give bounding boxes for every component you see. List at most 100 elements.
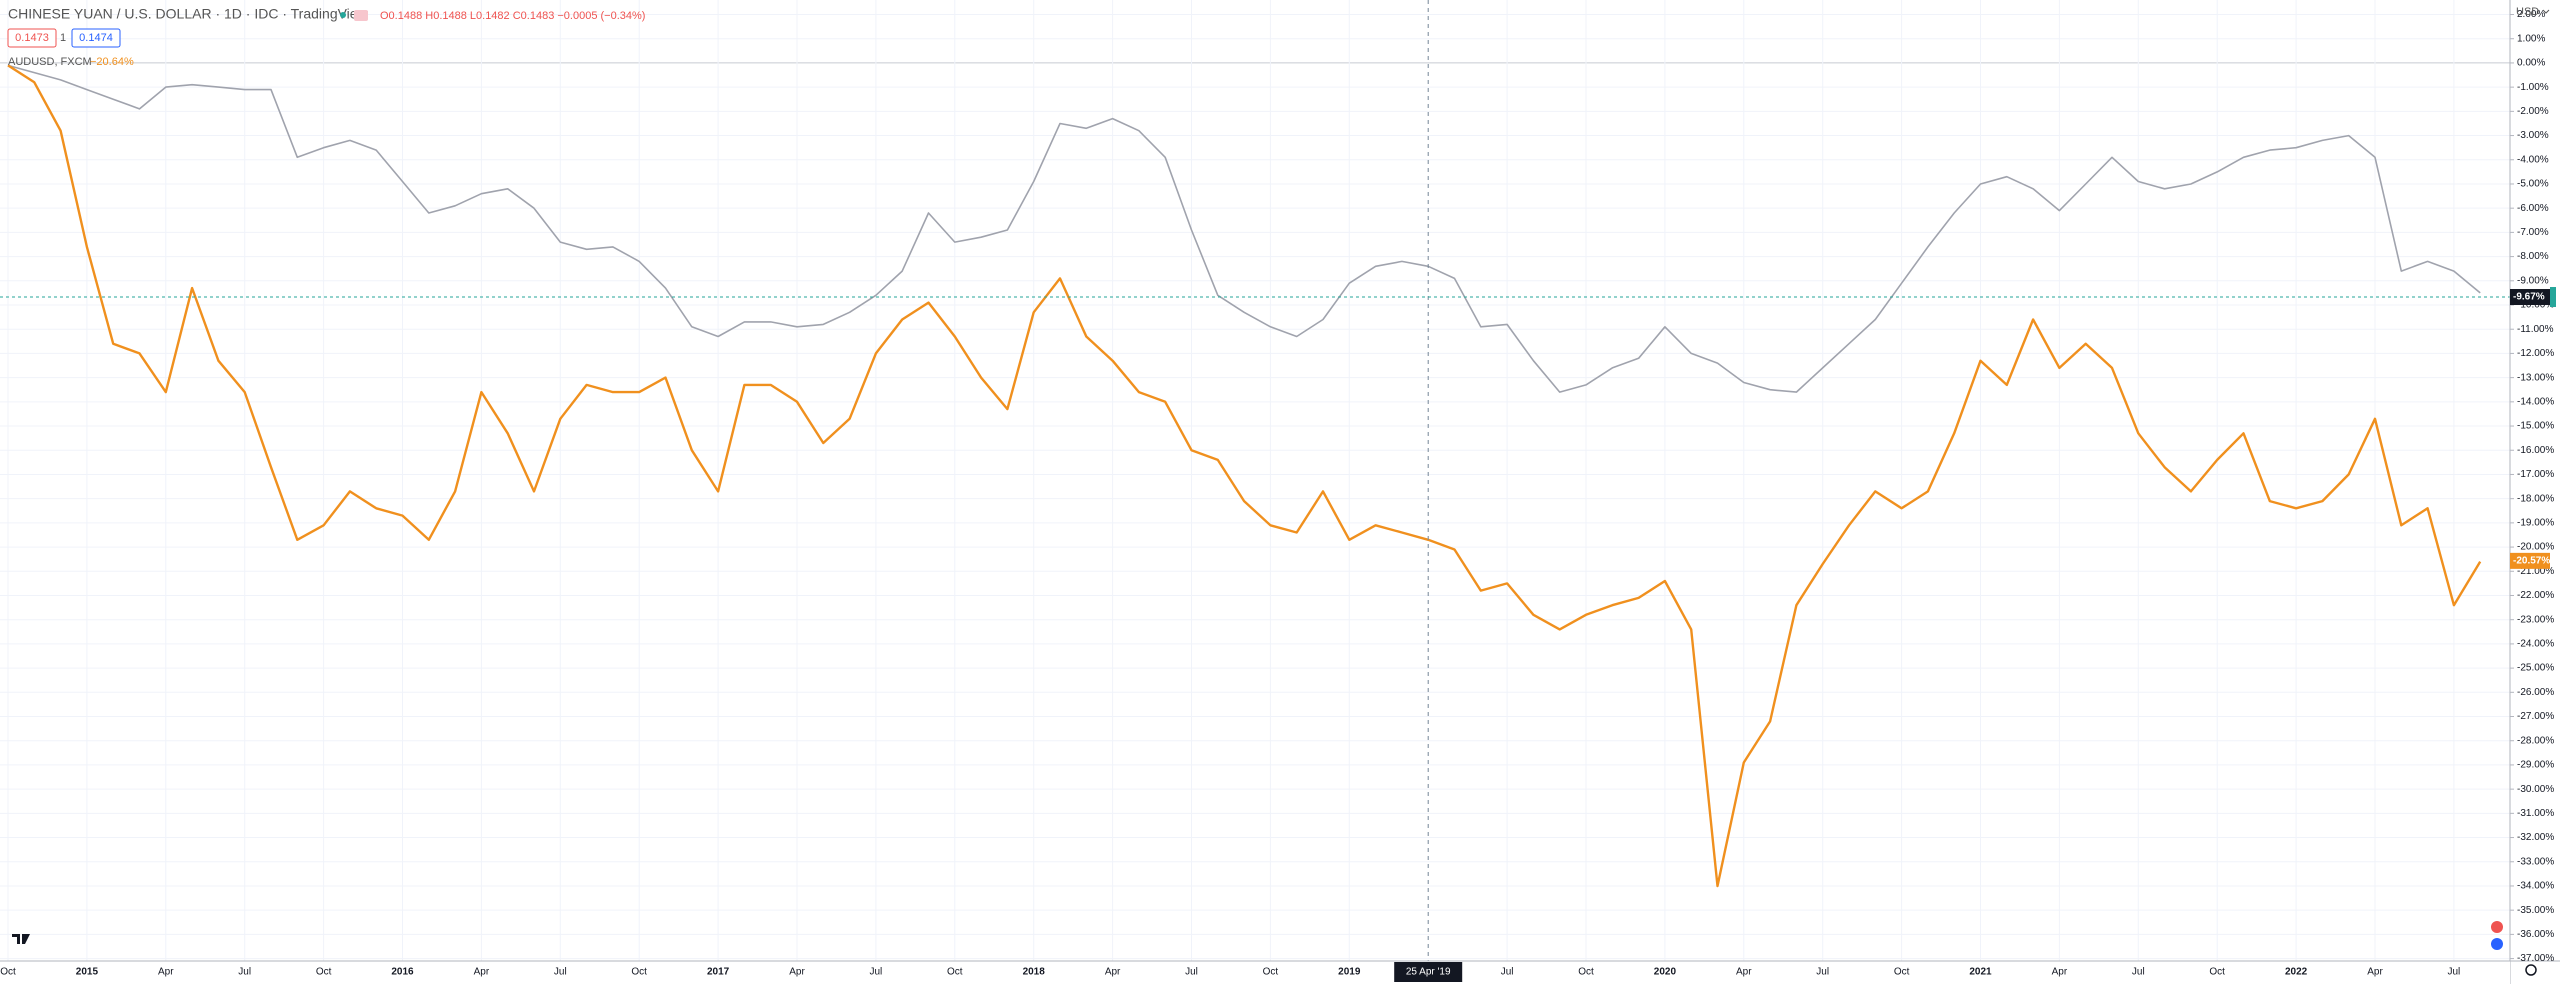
price-label: -9.67%: [2513, 292, 2545, 303]
y-tick-label: -6.00%: [2517, 203, 2549, 214]
y-tick-label: -3.00%: [2517, 130, 2549, 141]
crosshair-label-bg: [1394, 962, 1463, 982]
series-line: [7, 64, 2482, 888]
x-tick-label: Jul: [2448, 967, 2461, 978]
y-tick-label: -31.00%: [2517, 808, 2554, 819]
y-tick-label: -11.00%: [2517, 324, 2554, 335]
x-tick-label: Oct: [1578, 967, 1594, 978]
y-tick-label: -21.00%: [2517, 566, 2554, 577]
y-tick-label: -33.00%: [2517, 856, 2554, 867]
price-label-edge: [2550, 287, 2556, 308]
y-tick-label: -25.00%: [2517, 663, 2554, 674]
x-tick-label: Jul: [554, 967, 567, 978]
x-tick-label: Oct: [1894, 967, 1910, 978]
x-tick-label: Jul: [238, 967, 251, 978]
x-tick-label: Apr: [1105, 967, 1121, 978]
spread: 1: [60, 32, 66, 44]
y-tick-label: -20.00%: [2517, 542, 2554, 553]
x-tick-label: 2016: [391, 967, 414, 978]
x-tick-label: Apr: [1736, 967, 1752, 978]
y-tick-label: -19.00%: [2517, 518, 2554, 529]
x-tick-label: Jul: [2132, 967, 2145, 978]
y-tick-label: -36.00%: [2517, 929, 2554, 940]
bid-box: [7, 28, 57, 48]
x-tick-label: Apr: [158, 967, 174, 978]
currency[interactable]: USD: [2516, 6, 2539, 18]
x-tick-label: 2018: [1023, 967, 1046, 978]
settings-button[interactable]: [2525, 964, 2537, 976]
x-tick-label: Oct: [0, 967, 16, 978]
y-tick-label: -26.00%: [2517, 687, 2554, 698]
y-tick-label: -4.00%: [2517, 154, 2549, 165]
flag-icon: [2491, 921, 2503, 933]
x-tick-label: Oct: [316, 967, 332, 978]
flag-icon: [2491, 938, 2503, 950]
legend-value: −20.64%: [90, 56, 134, 68]
x-tick-label: 2019: [1338, 967, 1361, 978]
y-tick-label: -1.00%: [2517, 82, 2549, 93]
x-tick-label: Oct: [947, 967, 963, 978]
y-tick-label: -13.00%: [2517, 372, 2554, 383]
y-tick-label: -23.00%: [2517, 614, 2554, 625]
legend-name: AUDUSD, FXCM: [8, 56, 92, 68]
x-tick-label: 2021: [1969, 967, 1992, 978]
price-label-bg: [2510, 552, 2550, 569]
price-label-bg: [2510, 289, 2550, 306]
x-tick-label: Jul: [870, 967, 883, 978]
series-line: [7, 64, 2481, 393]
y-tick-label: -5.00%: [2517, 179, 2549, 190]
crosshair-label: 25 Apr '19: [1406, 967, 1451, 978]
x-tick-label: 2015: [76, 967, 99, 978]
y-tick-label: 1.00%: [2517, 33, 2545, 44]
x-tick-label: Jul: [1501, 967, 1514, 978]
y-tick-label: -34.00%: [2517, 881, 2554, 892]
x-tick-label: Jul: [1185, 967, 1198, 978]
x-tick-label: Apr: [789, 967, 805, 978]
y-tick-label: -27.00%: [2517, 711, 2554, 722]
y-tick-label: -37.00%: [2517, 953, 2554, 964]
y-tick-label: -29.00%: [2517, 760, 2554, 771]
tv-logo[interactable]: [12, 934, 30, 944]
ohlc: O0.1488 H0.1488 L0.1482 C0.1483 −0.0005 …: [380, 10, 645, 22]
y-tick-label: -17.00%: [2517, 469, 2554, 480]
y-tick-label: -35.00%: [2517, 905, 2554, 916]
y-tick-label: -14.00%: [2517, 396, 2554, 407]
grid: [0, 0, 2510, 961]
y-tick-label: -12.00%: [2517, 348, 2554, 359]
y-tick-label: -18.00%: [2517, 493, 2554, 504]
x-tick-label: Apr: [2052, 967, 2068, 978]
ask: 0.1474: [79, 32, 113, 44]
y-tick-label: -7.00%: [2517, 227, 2549, 238]
y-tick-label: -24.00%: [2517, 639, 2554, 650]
y-tick-label: 0.00%: [2517, 58, 2545, 69]
plot: [0, 0, 2510, 961]
x-tick-label: 2020: [1654, 967, 1677, 978]
y-tick-label: -8.00%: [2517, 251, 2549, 262]
x-tick-label: 2022: [2285, 967, 2308, 978]
x-tick-label: 2017: [707, 967, 730, 978]
status-dot: [340, 12, 346, 18]
y-tick-label: -32.00%: [2517, 832, 2554, 843]
axes: 2.00% 1.00% 0.00% -1.00% -2.00% -3.00% -4.00% -…: [0, 9, 2556, 982]
y-tick-label: -30.00%: [2517, 784, 2554, 795]
x-tick-label: Jul: [1816, 967, 1829, 978]
y-tick-label: -22.00%: [2517, 590, 2554, 601]
y-tick-label: -2.00%: [2517, 106, 2549, 117]
y-tick-label: -15.00%: [2517, 421, 2554, 432]
y-tick-label: -9.00%: [2517, 275, 2549, 286]
y-tick-label: -10.00%: [2517, 300, 2554, 311]
bid: 0.1473: [15, 32, 49, 44]
status-icon: [354, 10, 368, 21]
x-tick-label: Oct: [1263, 967, 1279, 978]
currency-dropdown[interactable]: [2542, 9, 2550, 14]
x-tick-label: Oct: [631, 967, 647, 978]
y-tick-label: -28.00%: [2517, 735, 2554, 746]
price-label: -20.57%: [2513, 556, 2550, 567]
time-axis-panel: [0, 961, 2510, 984]
price-axis-panel: [2510, 0, 2560, 984]
ask-box: [71, 28, 121, 48]
x-tick-label: Apr: [474, 967, 490, 978]
